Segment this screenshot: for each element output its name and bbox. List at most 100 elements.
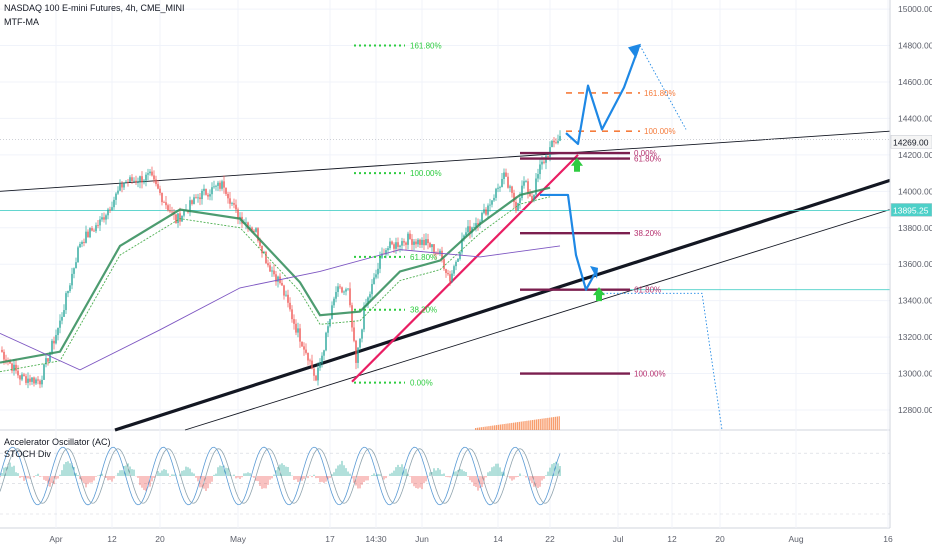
price-tick-label: 13800.00 [898,223,932,233]
candle-body [169,210,171,212]
candle-body [507,176,509,188]
candle-body [157,184,159,189]
level-price-tag-bg [890,203,932,217]
price-tick-label: 13600.00 [898,259,932,269]
price-tick-label: 13200.00 [898,332,932,342]
time-tick-label: Apr [49,534,62,544]
candle-body [53,340,55,344]
candle-body [13,364,15,371]
candle-body [255,228,257,232]
candle-body [55,335,57,344]
candle-body [523,181,525,186]
candle-body [75,262,77,269]
level-price-tag: 13895.25 [893,205,929,215]
candle-body [215,185,217,187]
orange-vol-bar [528,420,530,430]
candles-layer [1,130,561,389]
candle-body [355,340,357,363]
candle-body [359,338,361,348]
candle-body [379,257,381,269]
candle-body [177,213,179,224]
candle-body [463,235,465,239]
candle-body [103,217,105,220]
candle-body [537,174,539,179]
price-tick-label: 15000.00 [898,4,932,14]
candle-body [273,270,275,275]
candle-body [57,327,59,336]
candle-body [323,350,325,356]
candle-body [313,368,315,376]
candle-body [17,370,19,376]
candle-body [59,320,61,328]
time-tick-label: 20 [715,534,725,544]
candle-body [193,197,195,204]
orange-vol-bar [497,424,500,430]
orange-vol-bar [539,418,541,430]
candle-body [325,332,327,351]
candle-body [3,351,5,360]
candle-body [229,198,231,204]
ma-slow-line [0,186,551,364]
candle-body [451,273,453,282]
candle-body [465,232,467,236]
candle-body [287,294,289,303]
ma-fast-line [0,196,551,373]
orange-vol-bar [541,418,543,430]
fib-orange-label: 161.80% [644,89,676,98]
price-tick-label: 14000.00 [898,186,932,196]
annotations-layer: 161.80%100.00%61.80%38.20%0.00%0.00%61.8… [354,42,723,431]
candle-body [389,241,391,249]
candle-body [235,204,237,210]
candle-body [167,205,169,211]
candle-body [123,182,125,188]
orange-vol-bar [522,421,524,430]
candle-body [485,209,487,215]
candle-body [555,142,557,144]
candle-body [513,192,515,202]
candle-body [407,233,409,245]
candle-body [333,298,335,306]
fib-purple-label: 100.00% [634,370,666,379]
candle-body [341,287,343,293]
candle-body [419,239,421,245]
time-tick-label: Jul [613,534,624,544]
candle-body [503,172,505,179]
green-arrow-up-1 [571,157,583,172]
candle-body [33,377,35,384]
candle-body [377,268,379,275]
candle-body [77,247,79,263]
orange-vol-bar [507,423,509,430]
candle-body [111,207,113,211]
candle-body [1,349,3,352]
orange-vol-bar [530,420,532,430]
main-trend-line [114,178,891,432]
candle-body [539,164,541,175]
candle-body [291,309,293,320]
candle-body [499,186,501,188]
projection-up-path [565,48,640,146]
candle-body [143,180,145,183]
candle-body [393,244,395,249]
orange-vol-bar [475,428,477,430]
candle-body [113,199,115,208]
candle-body [551,140,553,148]
time-tick-label: May [230,534,247,544]
candle-body [441,250,443,260]
candle-body [371,284,373,295]
candle-body [129,177,131,183]
orange-vol-bar [532,420,534,430]
projection-arrow-head-down [590,266,598,279]
candle-body [525,181,527,183]
candle-body [189,200,191,213]
candle-body [141,176,143,183]
candle-body [417,239,419,245]
candle-body [501,178,503,187]
time-tick-label: 12 [107,534,117,544]
orange-vol-bar [518,421,520,430]
candle-body [107,209,109,216]
candle-body [391,241,393,245]
candle-body [373,277,375,285]
oscillator-pane: 804000.00 [0,446,915,524]
candle-body [459,252,461,259]
